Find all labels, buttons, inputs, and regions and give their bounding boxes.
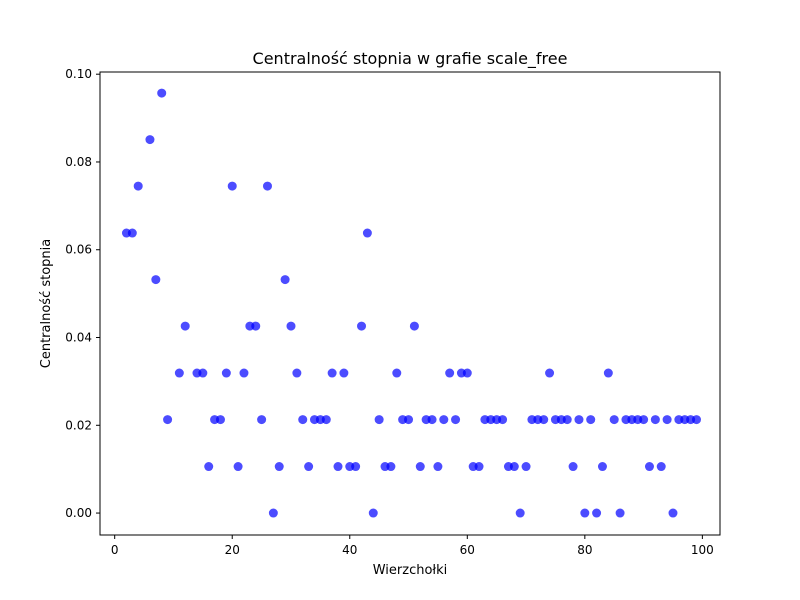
data-point — [198, 368, 208, 378]
data-point — [574, 415, 584, 425]
data-point — [439, 415, 449, 425]
data-point — [586, 415, 596, 425]
data-point — [257, 415, 267, 425]
data-point — [286, 321, 296, 331]
data-point — [415, 462, 425, 472]
data-point — [409, 321, 419, 331]
y-tick-label: 0.06 — [65, 243, 92, 257]
data-point — [351, 462, 361, 472]
data-point — [274, 462, 284, 472]
data-point — [603, 368, 613, 378]
x-tick-label: 60 — [460, 543, 475, 557]
data-point — [445, 368, 455, 378]
data-point — [650, 415, 660, 425]
y-tick-label: 0.00 — [65, 506, 92, 520]
x-tick-label: 100 — [691, 543, 714, 557]
data-point — [644, 462, 654, 472]
data-point — [280, 275, 290, 285]
data-point — [451, 415, 461, 425]
data-point — [386, 462, 396, 472]
data-point — [157, 88, 167, 98]
data-point — [462, 368, 472, 378]
plot-frame — [99, 71, 721, 536]
data-point — [404, 415, 414, 425]
data-point — [362, 228, 372, 238]
x-axis-ticks: 0 20 40 60 80 100 — [111, 535, 714, 557]
data-point — [262, 181, 272, 191]
data-point — [292, 368, 302, 378]
data-point — [691, 415, 701, 425]
data-point — [521, 462, 531, 472]
data-points — [121, 88, 701, 518]
data-point — [392, 368, 402, 378]
data-point — [227, 181, 237, 191]
x-tick-label: 20 — [225, 543, 240, 557]
data-point — [133, 181, 143, 191]
data-point — [592, 508, 602, 518]
data-point — [615, 508, 625, 518]
data-point — [127, 228, 137, 238]
data-point — [515, 508, 525, 518]
data-point — [304, 462, 314, 472]
data-point — [233, 462, 243, 472]
data-point — [204, 462, 214, 472]
data-point — [239, 368, 249, 378]
data-point — [145, 135, 155, 145]
data-point — [339, 368, 349, 378]
data-point — [268, 508, 278, 518]
data-point — [609, 415, 619, 425]
data-point — [639, 415, 649, 425]
data-point — [580, 508, 590, 518]
data-point — [321, 415, 331, 425]
data-point — [545, 368, 555, 378]
data-point — [427, 415, 437, 425]
data-point — [498, 415, 508, 425]
data-point — [474, 462, 484, 472]
y-axis-label: Centralność stopnia — [39, 239, 54, 368]
y-tick-label: 0.08 — [65, 155, 92, 169]
data-point — [597, 462, 607, 472]
data-point — [215, 415, 225, 425]
data-point — [151, 275, 161, 285]
data-point — [509, 462, 519, 472]
data-point — [163, 415, 173, 425]
data-point — [368, 508, 378, 518]
data-point — [251, 321, 261, 331]
data-point — [357, 321, 367, 331]
data-point — [433, 462, 443, 472]
chart-title: Centralność stopnia w grafie scale_free — [253, 49, 568, 69]
y-axis-ticks: 0.00 0.02 0.04 0.06 0.08 0.10 — [65, 67, 100, 520]
data-point — [221, 368, 231, 378]
data-point — [327, 368, 337, 378]
data-point — [568, 462, 578, 472]
x-tick-label: 80 — [577, 543, 592, 557]
x-tick-label: 0 — [111, 543, 119, 557]
data-point — [333, 462, 343, 472]
data-point — [180, 321, 190, 331]
y-tick-label: 0.02 — [65, 418, 92, 432]
y-tick-label: 0.04 — [65, 331, 92, 345]
data-point — [662, 415, 672, 425]
x-axis-label: Wierzchołki — [373, 563, 448, 578]
x-tick-label: 40 — [342, 543, 357, 557]
data-point — [174, 368, 184, 378]
y-tick-label: 0.10 — [65, 67, 92, 81]
data-point — [374, 415, 384, 425]
data-point — [298, 415, 308, 425]
data-point — [656, 462, 666, 472]
data-point — [562, 415, 572, 425]
data-point — [668, 508, 678, 518]
data-point — [539, 415, 549, 425]
